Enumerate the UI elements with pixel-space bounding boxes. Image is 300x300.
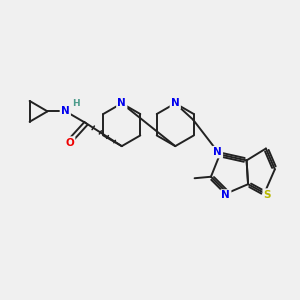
Text: S: S <box>264 190 271 200</box>
Text: H: H <box>72 98 80 107</box>
Text: N: N <box>221 190 230 200</box>
Text: N: N <box>117 98 126 108</box>
Text: O: O <box>65 138 74 148</box>
Text: N: N <box>213 147 222 157</box>
Text: N: N <box>61 106 70 116</box>
Text: N: N <box>171 98 180 108</box>
